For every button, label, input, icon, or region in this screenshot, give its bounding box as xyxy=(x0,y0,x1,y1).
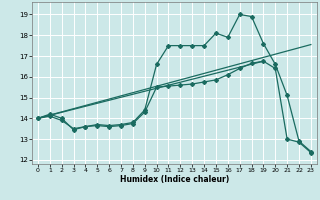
X-axis label: Humidex (Indice chaleur): Humidex (Indice chaleur) xyxy=(120,175,229,184)
